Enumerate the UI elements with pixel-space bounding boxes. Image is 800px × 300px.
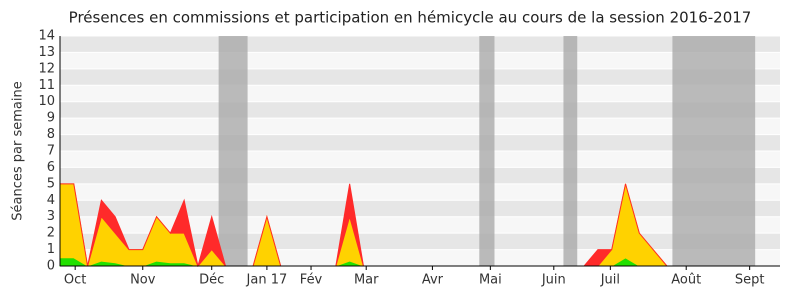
grid-band: [60, 101, 780, 119]
y-tick-label: 8: [47, 127, 55, 142]
shaded-range: [563, 36, 578, 266]
y-tick-label: 3: [47, 209, 55, 224]
y-tick-label: 11: [38, 78, 55, 93]
x-tick-label: Fév: [300, 273, 323, 288]
grid-band: [60, 183, 780, 201]
x-tick-label: Août: [671, 273, 701, 288]
x-tick-label: Juin: [541, 273, 566, 288]
x-tick-label: Oct: [64, 273, 86, 288]
y-tick-label: 1: [47, 242, 55, 257]
y-tick-label: 2: [47, 226, 55, 241]
y-tick-label: 13: [38, 45, 55, 60]
x-tick-label: Avr: [422, 273, 444, 288]
x-tick-label: Sept: [735, 273, 765, 288]
x-tick-label: Nov: [130, 273, 156, 288]
shaded-range: [479, 36, 495, 266]
y-tick-label: 9: [47, 111, 55, 126]
grid-band: [60, 36, 780, 53]
y-tick-label: 12: [38, 61, 55, 76]
y-tick-label: 0: [47, 259, 55, 274]
grid-band: [60, 200, 780, 217]
grid-band: [60, 151, 780, 168]
x-tick-label: Juil: [600, 273, 620, 288]
y-tick-label: 6: [47, 160, 55, 175]
shaded-range: [672, 36, 756, 266]
y-tick-label: 10: [38, 94, 55, 109]
y-tick-label: 14: [38, 29, 55, 44]
grid-band: [60, 167, 780, 184]
y-tick-label: 5: [47, 176, 55, 191]
grid-band: [60, 85, 780, 102]
y-axis-label: Séances par semaine: [11, 81, 26, 220]
grid-band: [60, 134, 780, 151]
x-tick-label: Déc: [199, 273, 224, 288]
grid-band: [60, 118, 780, 135]
grid-band: [60, 52, 780, 69]
chart-title: Présences en commissions et participatio…: [69, 9, 752, 27]
y-tick-label: 7: [47, 144, 55, 159]
y-tick-label: 4: [47, 193, 55, 208]
shaded-range: [218, 36, 248, 266]
grid-band: [60, 68, 780, 86]
x-tick-label: Mar: [354, 273, 379, 288]
x-tick-label: Mai: [479, 273, 502, 288]
x-tick-label: Jan 17: [246, 273, 288, 288]
